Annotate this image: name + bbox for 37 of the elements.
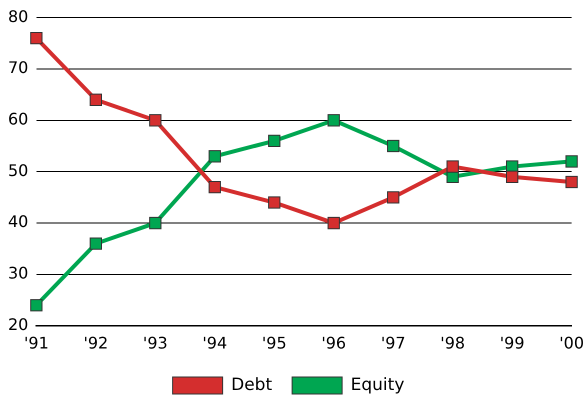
point bbox=[328, 216, 340, 230]
point bbox=[565, 155, 578, 168]
y-tick-label: 20 bbox=[8, 314, 28, 334]
y-tick-label: 80 bbox=[8, 6, 28, 26]
point bbox=[387, 140, 400, 152]
legend-label: Debt bbox=[231, 374, 272, 395]
point bbox=[268, 134, 280, 148]
y-tick-label: 40 bbox=[8, 212, 28, 232]
x-tick-label: '99 bbox=[500, 334, 525, 353]
point bbox=[506, 170, 518, 183]
x-tick-label: '93 bbox=[142, 334, 168, 353]
point bbox=[446, 160, 459, 173]
x-tick-label: '98 bbox=[440, 334, 466, 353]
x-tick-label: '95 bbox=[262, 334, 287, 353]
x-tick-label: '97 bbox=[380, 334, 406, 353]
point bbox=[565, 176, 578, 188]
point bbox=[30, 32, 43, 44]
point bbox=[149, 114, 162, 126]
point bbox=[90, 237, 102, 250]
point bbox=[328, 114, 340, 126]
point bbox=[387, 191, 400, 204]
y-tick-label: 50 bbox=[8, 160, 28, 180]
point bbox=[30, 299, 43, 312]
y-tick-label: 30 bbox=[8, 264, 28, 283]
point bbox=[208, 180, 221, 194]
point bbox=[149, 216, 162, 230]
x-tick-label: '94 bbox=[202, 334, 228, 353]
y-tick-label: 70 bbox=[8, 58, 28, 78]
x-tick-label: '00 bbox=[559, 334, 584, 353]
x-tick-label: '91 bbox=[24, 334, 49, 353]
point bbox=[208, 150, 221, 162]
legend-label: Equity bbox=[350, 374, 404, 395]
x-tick-label: '92 bbox=[83, 334, 108, 353]
point bbox=[268, 196, 280, 209]
y-tick-label: 60 bbox=[8, 109, 28, 128]
x-tick-label: '96 bbox=[321, 334, 346, 353]
point bbox=[90, 94, 102, 106]
